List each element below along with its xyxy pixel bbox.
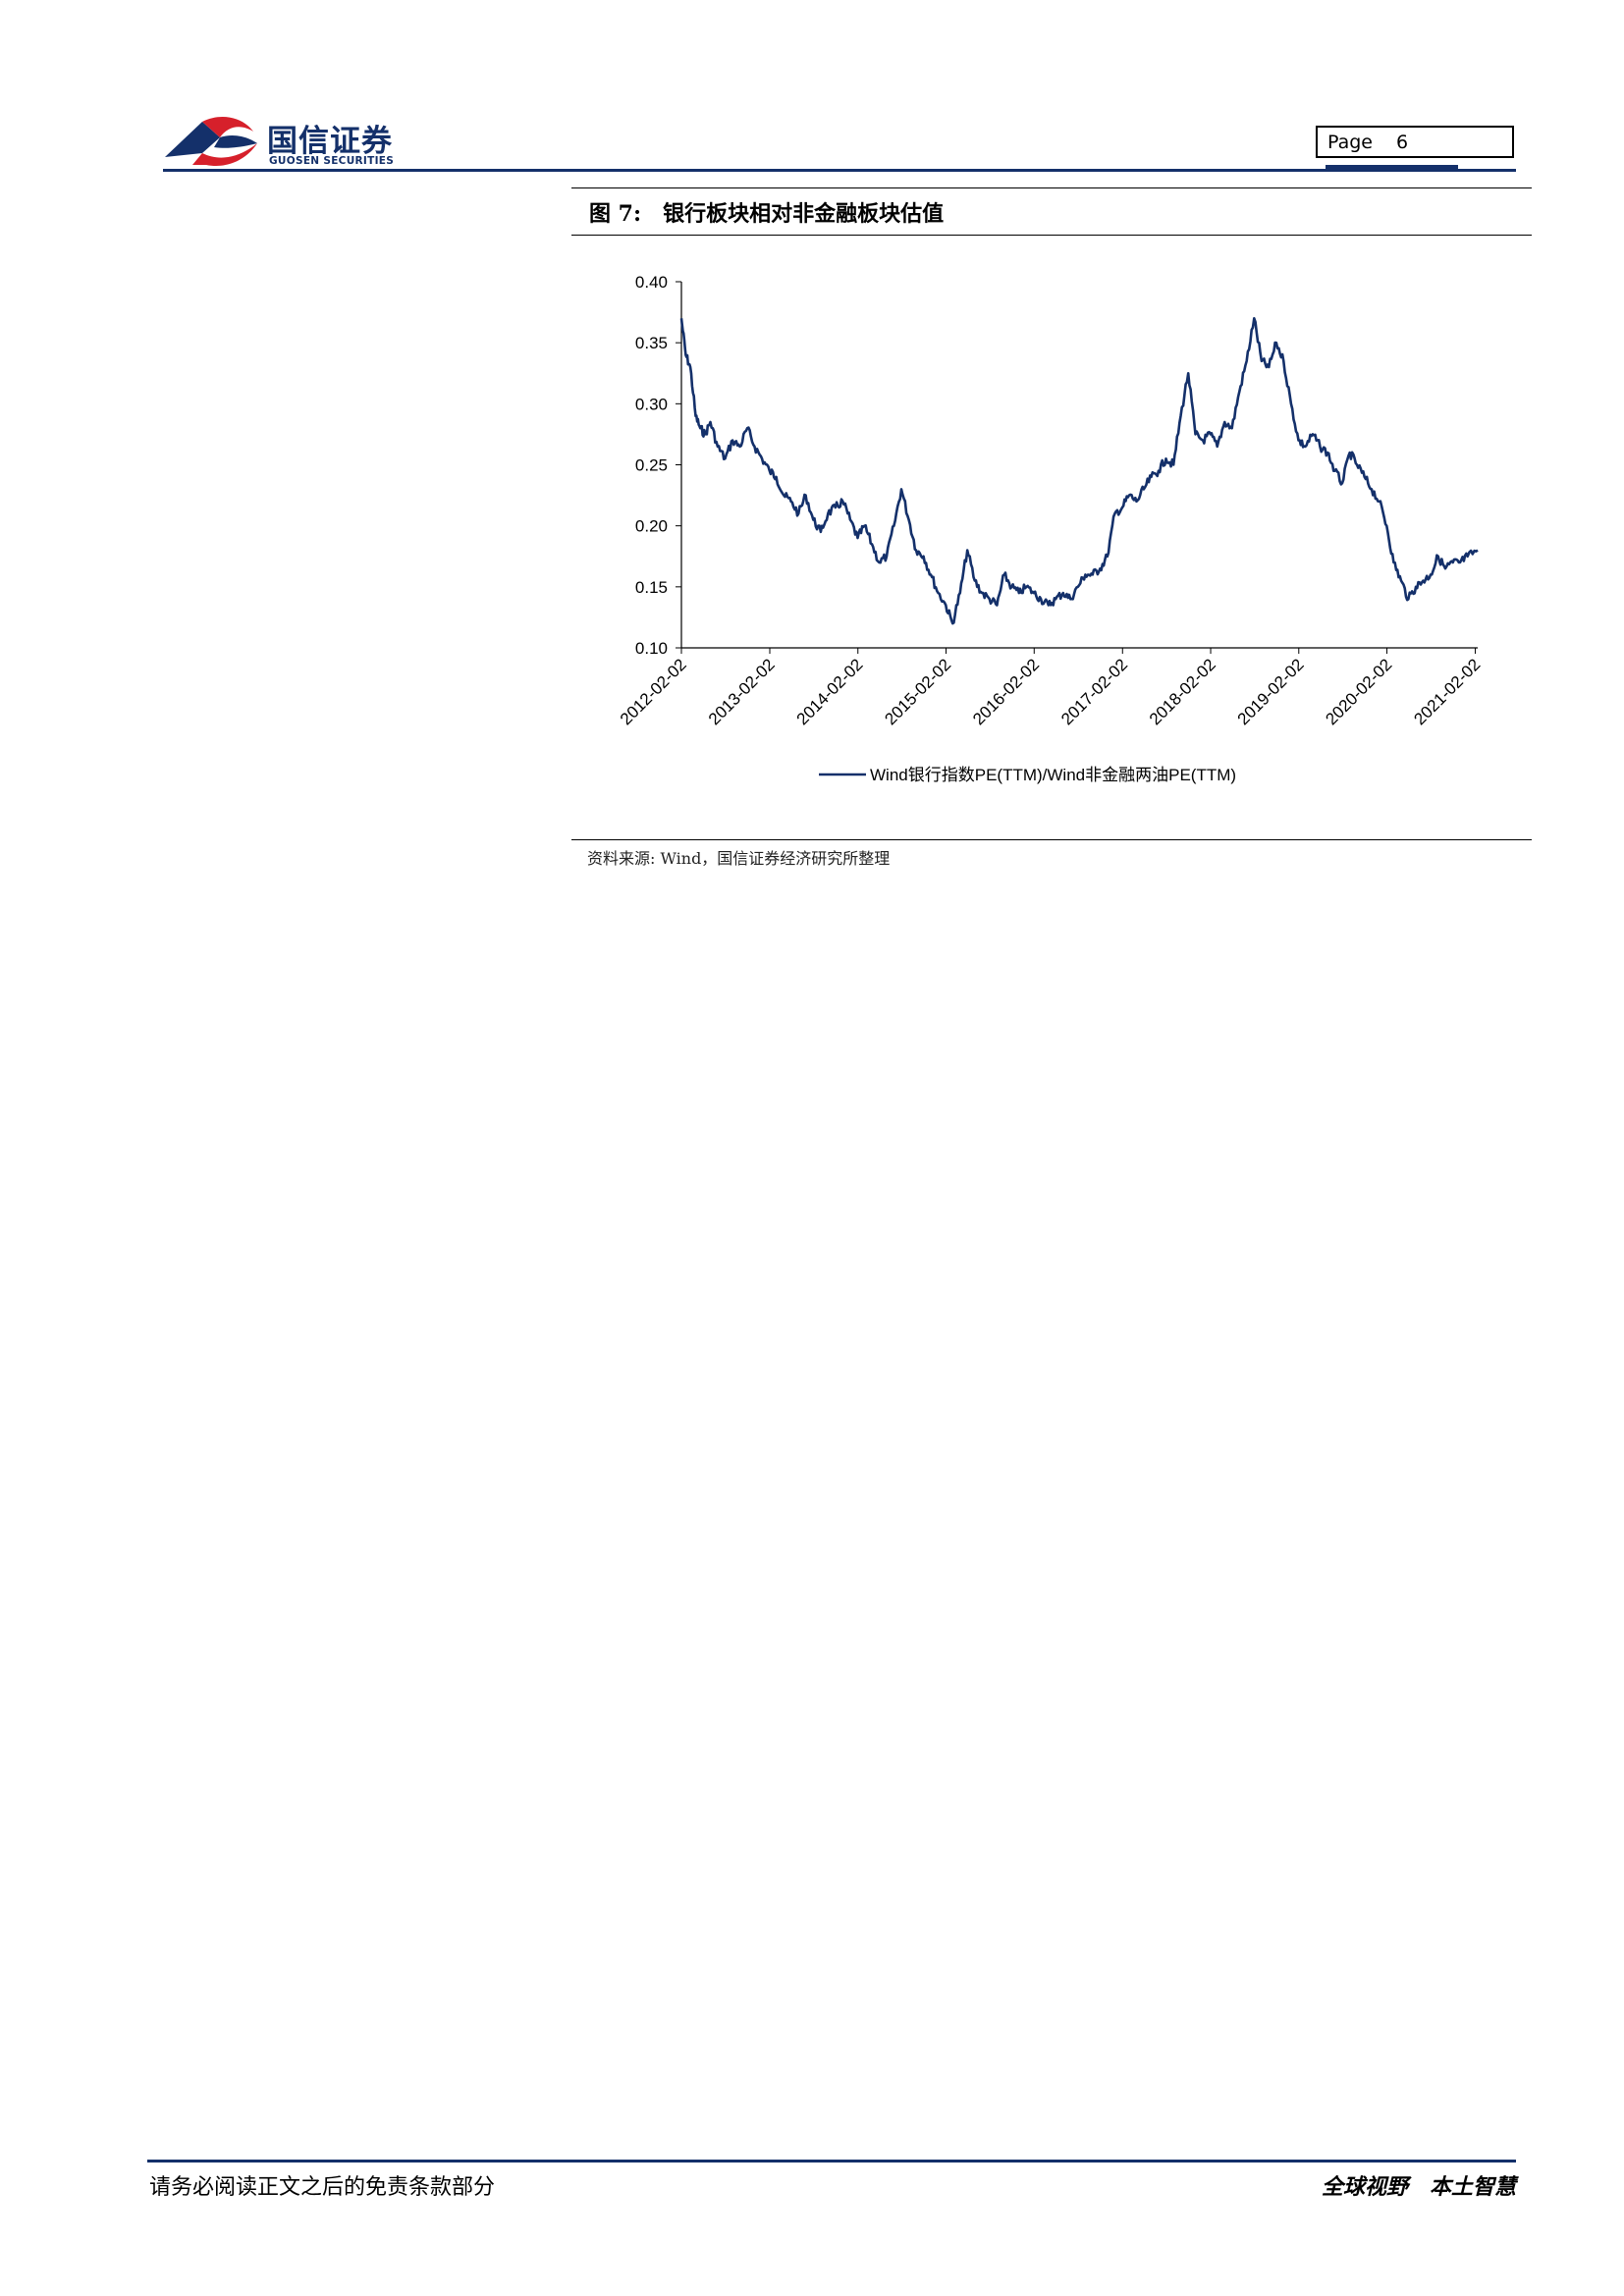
figure-caption-rule [571, 235, 1532, 236]
y-tick-label: 0.10 [635, 639, 668, 658]
figure-source: 资料来源: Wind，国信证券经济研究所整理 [587, 849, 891, 868]
logo-chinese-name: 国信证券 [267, 124, 393, 159]
y-tick-label: 0.30 [635, 395, 668, 413]
logo-english-name: GUOSEN SECURITIES [269, 155, 395, 167]
y-tick-label: 0.15 [635, 578, 668, 597]
page-indicator: Page 6 [1316, 126, 1514, 158]
x-tick-label: 2019-02-02 [1234, 655, 1308, 728]
figure-caption: 图 7: 银行板块相对非金融板块估值 [589, 196, 944, 228]
x-axis: 2012-02-02 2013-02-02 2014-02-02 2015-02-02… [617, 647, 1484, 728]
x-tick-label: 2018-02-02 [1146, 655, 1219, 728]
page-number: 6 [1396, 132, 1409, 153]
logo: 国信证券 GUOSEN SECURITIES [163, 114, 408, 173]
footer-slogan: 全球视野 本土智慧 [1321, 2174, 1516, 2200]
y-tick-label: 0.25 [635, 456, 668, 475]
disclaimer-note: 请务必阅读正文之后的免责条款部分 [149, 2175, 496, 2200]
series-line-bank-relative-pe [679, 317, 1479, 625]
x-tick-label: 2013-02-02 [705, 655, 779, 728]
legend: Wind银行指数PE(TTM)/Wind非金融两油PE(TTM) [819, 766, 1236, 784]
x-tick-label: 2021-02-02 [1410, 655, 1484, 728]
x-tick-label: 2020-02-02 [1322, 655, 1395, 728]
figure-title: 银行板块相对非金融板块估值 [663, 201, 945, 227]
y-axis: 0.10 0.15 0.20 0.25 0.30 0.35 0.40 [635, 273, 682, 658]
y-tick-label: 0.35 [635, 334, 668, 352]
x-tick-label: 2016-02-02 [969, 655, 1043, 728]
page-underline [1326, 165, 1458, 169]
figure-top-rule [571, 187, 1532, 188]
x-tick-label: 2015-02-02 [881, 655, 954, 728]
series-group [679, 317, 1479, 625]
y-tick-label: 0.20 [635, 517, 668, 536]
x-tick-label: 2014-02-02 [793, 655, 867, 728]
x-tick-label: 2017-02-02 [1057, 655, 1131, 728]
page-label: Page [1327, 132, 1373, 153]
guosen-logo-icon [165, 117, 257, 167]
y-tick-label: 0.40 [635, 273, 668, 292]
figure-number: 图 7: [589, 201, 642, 227]
x-tick-label: 2012-02-02 [617, 655, 690, 728]
source-rule [571, 839, 1532, 840]
header-divider [163, 169, 1516, 172]
legend-label: Wind银行指数PE(TTM)/Wind非金融两油PE(TTM) [870, 766, 1236, 784]
valuation-line-chart: 0.100.150.200.250.300.350.40 2012-02-02 2… [617, 273, 1484, 784]
footer-divider [147, 2160, 1516, 2163]
